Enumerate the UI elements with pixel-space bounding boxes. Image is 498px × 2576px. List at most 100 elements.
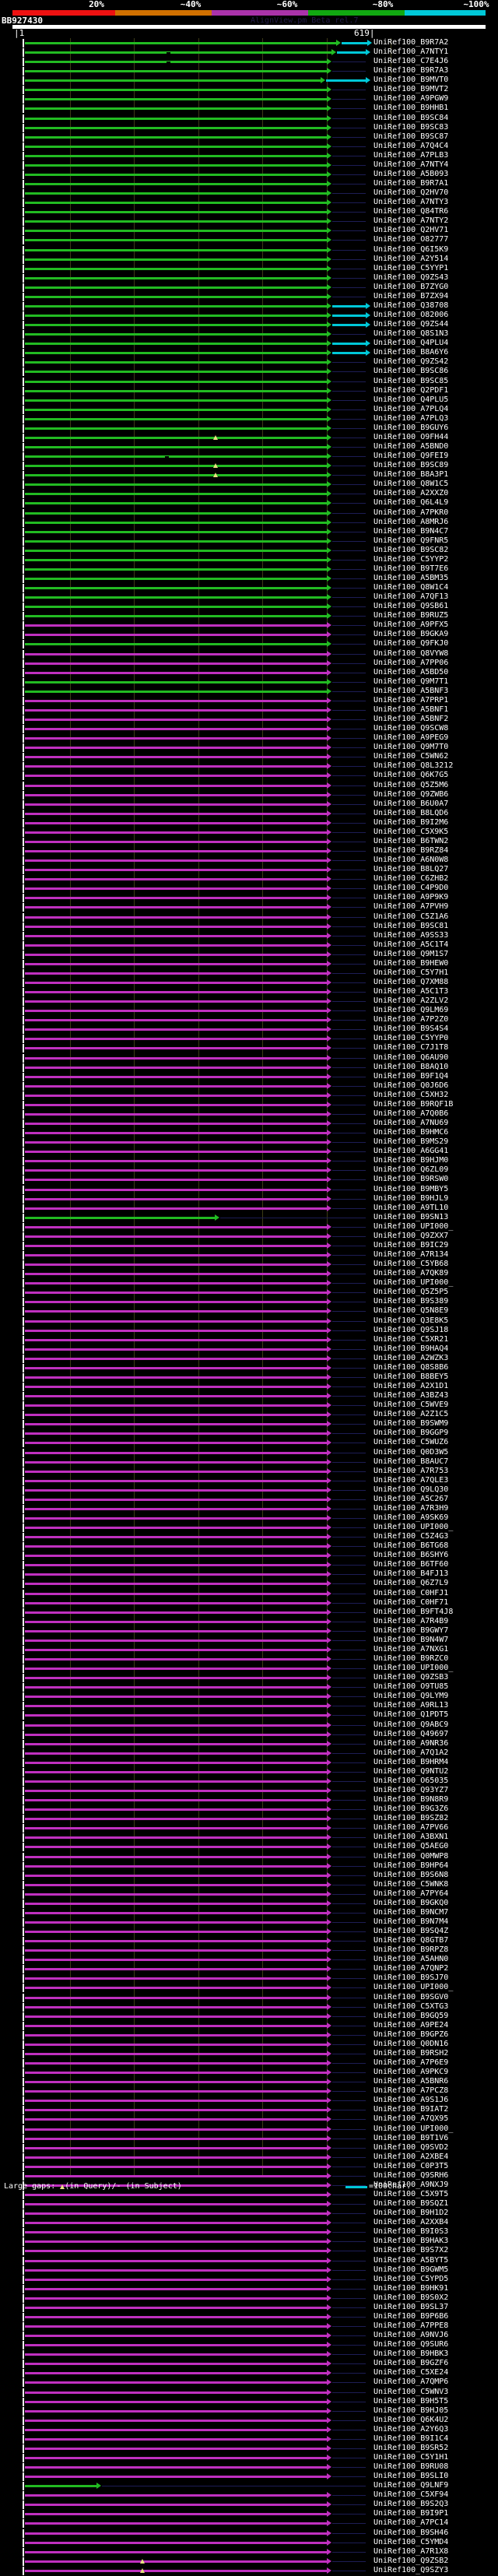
hsp-bar[interactable] — [25, 1620, 327, 1623]
hsp-bar[interactable] — [25, 1301, 327, 1304]
hsp-bar[interactable] — [25, 1460, 327, 1464]
hit-accession-label[interactable]: UniRef100_B9HJL9 — [374, 1193, 449, 1203]
hit-accession-label[interactable]: UniRef100_B9HMC6 — [374, 1128, 449, 1137]
hit-accession-label[interactable]: UniRef100_B9GWY7 — [374, 1625, 449, 1635]
alignment-row[interactable]: UniRef100_Q9LNF9 — [0, 2481, 498, 2491]
hit-accession-label[interactable]: UniRef100_Q9FKJ0 — [374, 639, 449, 648]
hit-accession-label[interactable]: UniRef100_Q0DN16 — [374, 2039, 449, 2048]
hsp-bar[interactable] — [25, 2325, 327, 2328]
hit-accession-label[interactable]: UniRef100_Q0MWP8 — [374, 1851, 449, 1861]
hsp-bar[interactable] — [25, 1179, 327, 1182]
hit-accession-label[interactable]: UniRef100_A6GG41 — [374, 1147, 449, 1156]
hsp-bar[interactable] — [25, 70, 327, 73]
alignment-row[interactable]: UniRef100_A6N0W8 — [0, 856, 498, 866]
hsp-bar[interactable] — [25, 2456, 327, 2459]
hsp-bar[interactable] — [25, 2287, 327, 2290]
alignment-row[interactable]: UniRef100_C5YYP2 — [0, 555, 498, 565]
alignment-row[interactable]: UniRef100_B9GKQ0 — [0, 1899, 498, 1909]
alignment-row[interactable]: UniRef100_Q9LYM9 — [0, 1692, 498, 1702]
hit-accession-label[interactable]: UniRef100_A7Q4C4 — [374, 141, 449, 150]
hsp-bar[interactable] — [25, 680, 327, 684]
hsp-bar[interactable] — [25, 719, 327, 722]
alignment-row[interactable]: UniRef100_C5XTG3 — [0, 2002, 498, 2012]
alignment-row[interactable]: UniRef100_B9HJM0 — [0, 1156, 498, 1166]
alignment-row[interactable]: UniRef100_C5WNK8 — [0, 1880, 498, 1890]
hit-accession-label[interactable]: UniRef100_Q9ABC9 — [374, 1720, 449, 1729]
hit-accession-label[interactable]: UniRef100_A5AHN0 — [374, 1955, 449, 1964]
hit-accession-label[interactable]: UniRef100_UPI000_ — [374, 1221, 454, 1231]
hit-accession-label[interactable]: UniRef100_A7R1X8 — [374, 2546, 449, 2556]
hit-accession-label[interactable]: UniRef100_Q9LQ30 — [374, 1485, 449, 1494]
alignment-row[interactable]: UniRef100_Q9FNR5 — [0, 536, 498, 546]
hit-accession-label[interactable]: UniRef100_B9S2Q3 — [374, 2500, 449, 2509]
hsp-bar[interactable] — [25, 248, 327, 251]
alignment-row[interactable]: UniRef100_B9S7X2 — [0, 2246, 498, 2256]
alignment-row[interactable]: UniRef100_B9GZF6 — [0, 2359, 498, 2369]
hit-accession-label[interactable]: UniRef100_UPI000_ — [374, 1278, 454, 1288]
hit-accession-label[interactable]: UniRef100_A9PKC9 — [374, 2068, 449, 2077]
hit-accession-label[interactable]: UniRef100_C5YYP2 — [374, 554, 449, 564]
hit-accession-label[interactable]: UniRef100_Q6K4U2 — [374, 2415, 449, 2424]
hsp-bar[interactable] — [25, 192, 327, 195]
alignment-row[interactable]: UniRef100_Q5N8E9 — [0, 1306, 498, 1316]
hit-accession-label[interactable]: UniRef100_C0P3T5 — [374, 2161, 449, 2170]
alignment-row[interactable]: UniRef100_O82777 — [0, 235, 498, 245]
hit-accession-label[interactable]: UniRef100_C4P9D0 — [374, 884, 449, 893]
alignment-row[interactable]: UniRef100_Q5Z5P5 — [0, 1288, 498, 1298]
hit-accession-label[interactable]: UniRef100_Q9SRH6 — [374, 2170, 449, 2180]
alignment-row[interactable]: UniRef100_C6ZHB2 — [0, 874, 498, 884]
hsp-bar[interactable] — [25, 1770, 327, 1773]
hit-accession-label[interactable]: UniRef100_C5YYP0 — [374, 1034, 449, 1043]
alignment-row[interactable]: UniRef100_B9SQZ1 — [0, 2199, 498, 2209]
hsp-bar[interactable] — [25, 1188, 327, 1191]
alignment-row[interactable]: UniRef100_B6SHY6 — [0, 1551, 498, 1561]
alignment-row[interactable]: UniRef100_A7QNP2 — [0, 1964, 498, 1974]
hit-accession-label[interactable]: UniRef100_Q2PDF1 — [374, 385, 449, 395]
hit-accession-label[interactable]: UniRef100_A3BXN1 — [374, 1833, 449, 1842]
hit-accession-label[interactable]: UniRef100_B9I1C4 — [374, 2434, 449, 2443]
hit-accession-label[interactable]: UniRef100_B9SQ4Z — [374, 1927, 449, 1936]
hsp-bar[interactable] — [25, 154, 327, 157]
hsp-bar[interactable] — [25, 615, 327, 618]
hsp-bar[interactable] — [25, 1112, 327, 1116]
alignment-row[interactable]: UniRef100_C5XH32 — [0, 1091, 498, 1101]
hsp-bar[interactable] — [25, 1611, 327, 1614]
hsp-bar[interactable] — [25, 1103, 327, 1106]
alignment-row[interactable]: UniRef100_A7NU69 — [0, 1119, 498, 1129]
alignment-row[interactable]: UniRef100_B9SC87 — [0, 132, 498, 142]
alignment-row[interactable]: UniRef100_A7NTY3 — [0, 198, 498, 208]
alignment-row[interactable]: UniRef100_A9RL13 — [0, 1701, 498, 1711]
alignment-row[interactable]: UniRef100_B9RZ84 — [0, 846, 498, 856]
alignment-row[interactable]: UniRef100_Q9ZS43 — [0, 273, 498, 283]
alignment-row[interactable]: UniRef100_B9IC29 — [0, 1241, 498, 1251]
hit-accession-label[interactable]: UniRef100_B9S6N8 — [374, 1870, 449, 1879]
hsp-bar[interactable] — [25, 436, 327, 439]
hit-accession-label[interactable]: UniRef100_B9N4W7 — [374, 1635, 449, 1644]
hit-accession-label[interactable]: UniRef100_Q8W1C5 — [374, 480, 449, 489]
alignment-row[interactable]: UniRef100_Q0D3W5 — [0, 1448, 498, 1458]
hsp-bar[interactable] — [25, 2569, 327, 2572]
hsp-bar[interactable] — [25, 399, 327, 402]
alignment-row[interactable]: UniRef100_B9S4S4 — [0, 1024, 498, 1035]
alignment-row[interactable]: UniRef100_B9HK91 — [0, 2284, 498, 2294]
alignment-row[interactable]: UniRef100_Q9ZSB3 — [0, 1673, 498, 1683]
alignment-row[interactable]: UniRef100_C5WUZ6 — [0, 1438, 498, 1448]
alignment-row[interactable]: UniRef100_A9PKC9 — [0, 2068, 498, 2078]
hsp-bar[interactable] — [25, 511, 327, 515]
hit-accession-label[interactable]: UniRef100_B9P6B6 — [374, 2311, 449, 2321]
alignment-row[interactable]: UniRef100_B9GUY6 — [0, 423, 498, 434]
hit-accession-label[interactable]: UniRef100_A9PGW9 — [374, 94, 449, 104]
alignment-row[interactable]: UniRef100_Q9M7T1 — [0, 677, 498, 687]
alignment-row[interactable]: UniRef100_B9GWM5 — [0, 2265, 498, 2276]
alignment-row[interactable]: UniRef100_Q9M7T0 — [0, 743, 498, 753]
hit-accession-label[interactable]: UniRef100_B9IAT2 — [374, 2105, 449, 2114]
hsp-bar[interactable] — [25, 2240, 327, 2244]
hsp-bar[interactable] — [25, 455, 327, 459]
alignment-row[interactable]: UniRef100_Q2HV71 — [0, 226, 498, 236]
hsp-bar[interactable] — [25, 2391, 327, 2394]
hsp-bar[interactable] — [25, 577, 327, 580]
alignment-row[interactable]: UniRef100_B9N4C7 — [0, 527, 498, 537]
hsp-bar[interactable] — [25, 89, 327, 92]
hit-accession-label[interactable]: UniRef100_B8AUC7 — [374, 1457, 449, 1466]
alignment-row[interactable]: UniRef100_Q9ZSB2 — [0, 2557, 498, 2567]
